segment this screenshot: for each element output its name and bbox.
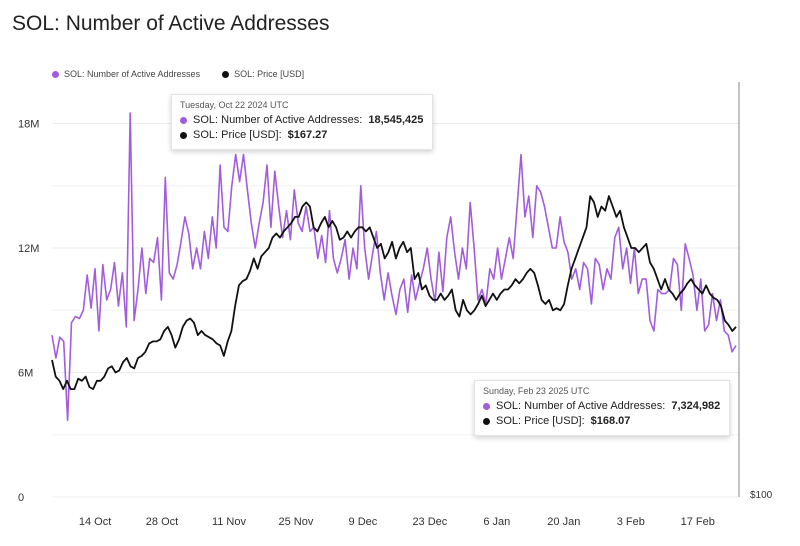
y-tick-label: 12M — [18, 243, 39, 255]
y-axis-ticks: 0 6M 12M 18M — [18, 119, 39, 505]
tooltip-swatch-addresses — [180, 117, 187, 124]
tooltip-swatch-addresses — [483, 403, 490, 410]
tooltip-row-price: SOL: Price [USD]: $167.27 — [180, 128, 424, 143]
legend-label-addresses: SOL: Number of Active Addresses — [64, 69, 201, 79]
chart-title: SOL: Number of Active Addresses — [12, 12, 330, 35]
tooltip-oct-22: Tuesday, Oct 22 2024 UTC SOL: Number of … — [171, 94, 433, 150]
legend-label-price: SOL: Price [USD] — [234, 69, 305, 79]
y-tick-label: 6M — [18, 368, 33, 380]
x-tick-label: 6 Jan — [483, 516, 510, 528]
y-tick-label: 0 — [18, 492, 24, 504]
tooltip-label: SOL: Price [USD]: — [193, 129, 282, 141]
legend-swatch-price — [222, 70, 230, 78]
legend: SOL: Number of Active Addresses SOL: Pri… — [52, 69, 304, 79]
x-tick-label: 17 Feb — [681, 516, 715, 528]
x-tick-label: 23 Dec — [412, 516, 447, 528]
y-tick-label: 18M — [18, 119, 39, 131]
tooltip-feb-23: Sunday, Feb 23 2025 UTC SOL: Number of A… — [474, 380, 730, 436]
x-tick-label: 28 Oct — [146, 516, 178, 528]
tooltip-label: SOL: Number of Active Addresses: — [496, 400, 666, 412]
series-line-active-addresses — [51, 112, 737, 422]
tooltip-label: SOL: Price [USD]: — [496, 415, 585, 427]
x-tick-label: 14 Oct — [79, 516, 111, 528]
tooltip-value: 18,545,425 — [368, 114, 424, 126]
x-tick-label: 11 Nov — [212, 516, 247, 528]
legend-item-addresses[interactable]: SOL: Number of Active Addresses — [52, 69, 200, 79]
tooltip-value: $168.07 — [590, 415, 631, 427]
x-tick-label: 20 Jan — [547, 516, 580, 528]
tooltip-swatch-price — [180, 132, 187, 139]
tooltip-value: $167.27 — [287, 129, 328, 141]
legend-item-price[interactable]: SOL: Price [USD] — [222, 69, 304, 79]
x-axis-ticks: 14 Oct 28 Oct 11 Nov 25 Nov 9 Dec 23 Dec 6 Jan… — [79, 516, 715, 528]
x-tick-label: 3 Feb — [617, 516, 645, 528]
tooltip-label: SOL: Number of Active Addresses: — [193, 114, 363, 126]
tooltip-value: 7,324,982 — [671, 400, 721, 412]
x-tick-label: 9 Dec — [349, 516, 378, 528]
right-axis-tick-label: $100 — [750, 490, 773, 501]
legend-swatch-addresses — [52, 70, 59, 78]
x-tick-label: 25 Nov — [279, 516, 314, 528]
tooltip-row-addresses: SOL: Number of Active Addresses: 18,545,… — [180, 113, 424, 128]
tooltip-row-addresses: SOL: Number of Active Addresses: 7,324,9… — [483, 399, 721, 414]
series-group — [51, 112, 737, 422]
tooltip-date: Sunday, Feb 23 2025 UTC — [483, 386, 590, 396]
tooltip-swatch-price — [483, 418, 490, 425]
tooltip-date: Tuesday, Oct 22 2024 UTC — [180, 100, 289, 110]
series-line-price — [51, 195, 737, 391]
tooltip-row-price: SOL: Price [USD]: $168.07 — [483, 414, 721, 429]
